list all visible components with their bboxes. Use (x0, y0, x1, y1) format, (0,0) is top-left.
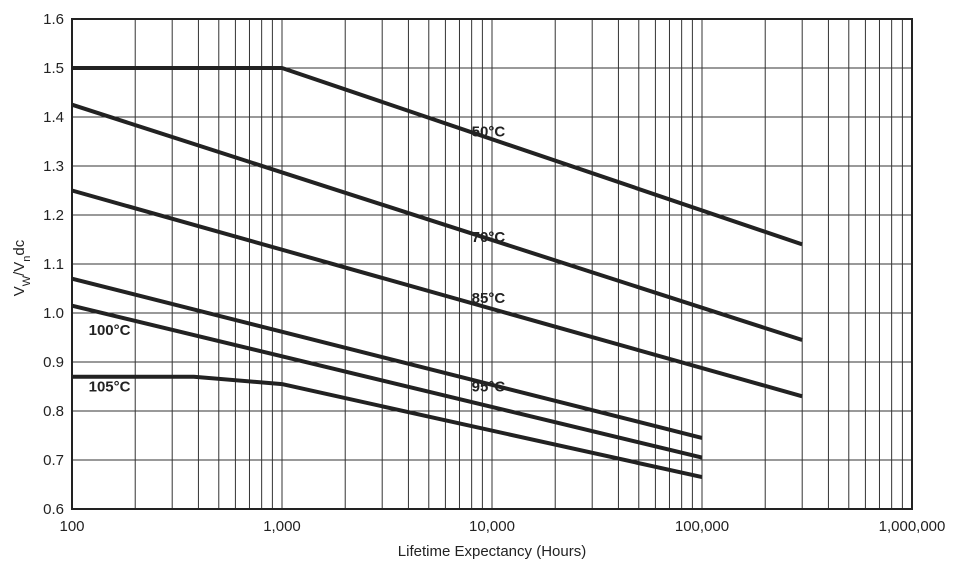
series-line-5 (72, 374, 703, 480)
y-axis-label-sub-w: W (21, 275, 33, 286)
y-tick-label-0: 0.6 (43, 501, 64, 518)
y-tick-label-8: 1.4 (43, 109, 64, 126)
series-line-3 (71, 276, 703, 440)
y-tick-label-10: 1.6 (43, 11, 64, 28)
y-tick-label-1: 0.7 (43, 452, 64, 469)
series-layer (71, 66, 803, 480)
y-tick-label-2: 0.8 (43, 403, 64, 420)
y-tick-label-6: 1.2 (43, 207, 64, 224)
y-tick-label-7: 1.3 (43, 158, 64, 175)
series-label-2: 85°C (472, 290, 506, 307)
x-tick-labels: 100 1,000 10,000 100,000 1,000,000 (59, 518, 945, 535)
x-axis-label: Lifetime Expectancy (Hours) (398, 543, 586, 560)
y-tick-label-4: 1.0 (43, 305, 64, 322)
x-tick-label-2: 10,000 (469, 518, 515, 535)
y-tick-label-9: 1.5 (43, 60, 64, 77)
series-line-4 (71, 303, 703, 460)
y-axis-label: VW/Vndc (11, 239, 33, 296)
series-label-3: 95°C (472, 378, 506, 395)
x-tick-label-1: 1,000 (263, 518, 301, 535)
y-tick-label-3: 0.9 (43, 354, 64, 371)
y-axis-label-sub-n: n (21, 256, 33, 262)
grid (72, 19, 912, 509)
series-line-1 (71, 102, 803, 342)
series-label-0: 50°C (472, 124, 506, 141)
y-tick-label-5: 1.1 (43, 256, 64, 273)
series-line-2 (71, 188, 803, 399)
series-label-1: 70°C (472, 229, 506, 246)
x-tick-label-0: 100 (59, 518, 84, 535)
series-label-5: 105°C (89, 378, 131, 395)
x-tick-label-4: 1,000,000 (879, 518, 946, 535)
series-labels: 50°C 70°C 85°C 95°C 100°C 105°C (89, 124, 506, 396)
y-axis-label-v: V (11, 286, 28, 296)
series-line-0 (72, 66, 803, 247)
y-tick-labels: 0.6 0.7 0.8 0.9 1.0 1.1 1.2 1.3 1.4 1.5 1.6 (43, 11, 64, 518)
x-tick-label-3: 100,000 (675, 518, 729, 535)
series-label-4: 100°C (89, 322, 131, 339)
plot-frame (71, 18, 913, 510)
y-axis-label-dc: dc (11, 239, 28, 255)
y-axis-label-slash-v: /V (11, 262, 28, 276)
